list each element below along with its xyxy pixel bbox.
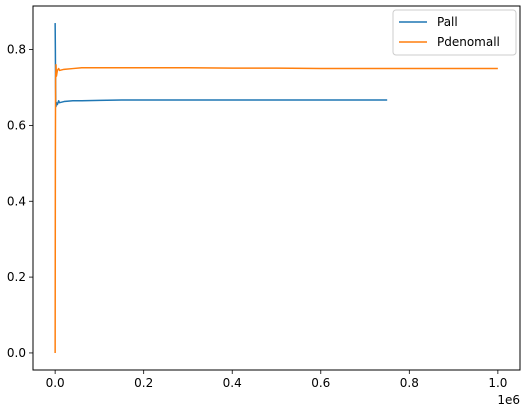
x-tick-label: 0.0 (46, 376, 65, 390)
series-line-pall (54, 23, 388, 108)
legend-label-pdenomall: Pdenomall (437, 35, 500, 49)
x-tick-label: 0.8 (400, 376, 419, 390)
axes-frame (32, 5, 521, 371)
x-tick-label: 1.0 (488, 376, 507, 390)
series-line-pdenomall (54, 64, 498, 353)
legend-label-pall: Pall (437, 15, 458, 29)
y-axis-ticks: 0.0 0.2 0.4 0.6 0.8 (7, 43, 33, 360)
y-tick-label: 0.2 (7, 270, 26, 284)
y-tick-label: 0.4 (7, 194, 26, 208)
y-tick-label: 0.6 (7, 118, 26, 132)
x-tick-label: 0.4 (223, 376, 242, 390)
series-layer (54, 23, 498, 353)
x-axis-ticks: 0.0 0.2 0.4 0.6 0.8 1.0 (46, 370, 507, 390)
x-tick-label: 0.6 (311, 376, 330, 390)
x-axis-offset-label: 1e6 (497, 393, 520, 407)
y-tick-label: 0.8 (7, 43, 26, 57)
legend-items: Pall Pdenomall (399, 15, 500, 49)
y-tick-label: 0.0 (7, 346, 26, 360)
x-tick-label: 0.2 (134, 376, 153, 390)
plot-area: 0.0 0.2 0.4 0.6 0.8 1.0 0.0 0.2 0.4 0.6 0.8 1e6 (7, 5, 521, 407)
legend: Pall Pdenomall (392, 9, 517, 56)
